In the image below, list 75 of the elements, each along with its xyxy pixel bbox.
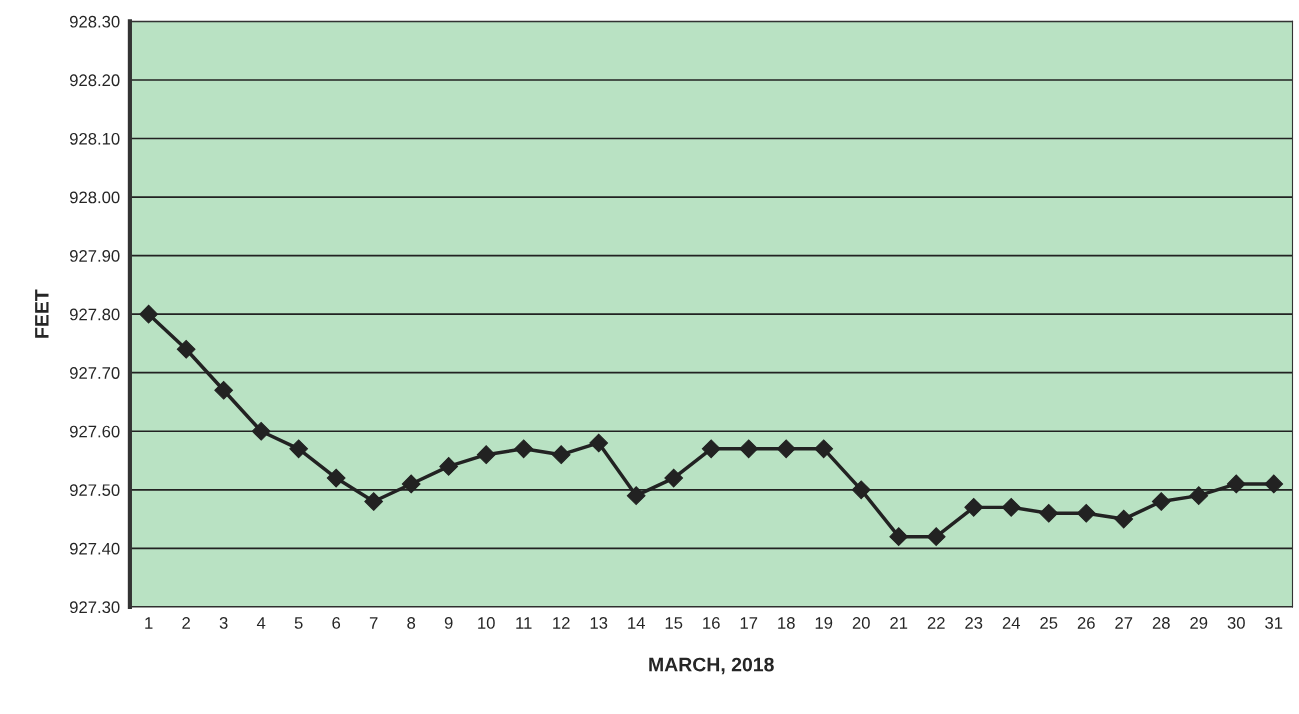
y-axis-title: FEET <box>35 289 49 338</box>
point <box>476 445 496 465</box>
y-tick-label: 927.30 <box>69 601 120 614</box>
point <box>439 457 459 476</box>
point <box>214 380 234 400</box>
y-tick-label: 927.70 <box>69 367 120 379</box>
point <box>1001 498 1021 517</box>
y-tick-label: 927.40 <box>69 542 120 555</box>
point <box>964 498 984 517</box>
point <box>514 439 534 459</box>
y-tick-label: 928.20 <box>69 74 120 87</box>
point <box>176 339 196 359</box>
y-tick-label: 928.30 <box>69 15 120 28</box>
x-tick-label: 28 <box>1152 617 1170 629</box>
x-tick-label: 16 <box>703 617 720 629</box>
point <box>626 486 646 506</box>
x-tick-label: 1 <box>145 617 153 629</box>
x-tick-label: 6 <box>332 617 341 629</box>
x-tick-label: 24 <box>1002 617 1021 629</box>
point <box>814 439 834 459</box>
x-axis-title: MARCH, 2018 <box>649 657 774 675</box>
x-tick-label: 27 <box>1115 617 1133 629</box>
y-tick-label: 927.60 <box>69 425 120 438</box>
point <box>589 433 609 453</box>
point <box>251 421 271 441</box>
x-tick-label: 14 <box>628 617 645 629</box>
point <box>739 439 759 459</box>
point <box>289 439 309 459</box>
x-tick-label: 3 <box>219 617 228 629</box>
x-tick-label: 12 <box>553 617 570 629</box>
x-tick-label: 21 <box>890 617 908 629</box>
point <box>701 439 721 459</box>
x-tick-label: 17 <box>740 617 758 629</box>
x-tick-label: 11 <box>516 617 532 629</box>
x-tick-label: 23 <box>965 617 983 629</box>
x-tick-label: 26 <box>1077 617 1095 629</box>
point <box>401 474 421 494</box>
x-tick-label: 20 <box>852 617 870 629</box>
x-tick-label: 29 <box>1190 617 1208 629</box>
point <box>664 468 684 488</box>
x-tick-label: 4 <box>256 617 266 629</box>
x-tick-label: 18 <box>778 617 795 629</box>
point <box>1264 474 1284 494</box>
y-tick-label: 928.00 <box>69 191 120 204</box>
x-tick-label: 7 <box>369 617 378 629</box>
point <box>326 468 346 488</box>
point <box>926 527 946 546</box>
point <box>776 439 796 459</box>
point <box>551 445 571 465</box>
x-tick-label: 9 <box>444 617 453 629</box>
point <box>889 527 909 546</box>
y-tick-label: 927.90 <box>69 250 120 262</box>
point <box>851 480 871 500</box>
y-tick-label: 927.50 <box>69 484 120 497</box>
point <box>1114 509 1134 529</box>
x-tick-label: 15 <box>665 617 683 629</box>
point <box>364 492 384 511</box>
x-tick-label: 31 <box>1265 617 1283 629</box>
x-tick-label: 25 <box>1040 617 1058 629</box>
point <box>1076 503 1096 523</box>
x-tick-label: 5 <box>294 617 303 629</box>
x-tick-label: 13 <box>590 617 608 629</box>
x-tick-label: 2 <box>182 617 190 629</box>
x-tick-label: 8 <box>407 617 416 629</box>
point <box>1226 474 1246 494</box>
point <box>1189 486 1209 506</box>
x-tick-label: 22 <box>927 617 945 629</box>
y-tick-label: 928.10 <box>69 132 120 145</box>
x-tick-label: 10 <box>478 617 495 629</box>
y-tick-label: 927.80 <box>69 308 120 321</box>
x-tick-label: 19 <box>815 617 833 629</box>
point <box>1151 492 1171 511</box>
point <box>1039 503 1059 523</box>
x-tick-label: 30 <box>1227 617 1245 629</box>
point <box>139 304 159 324</box>
